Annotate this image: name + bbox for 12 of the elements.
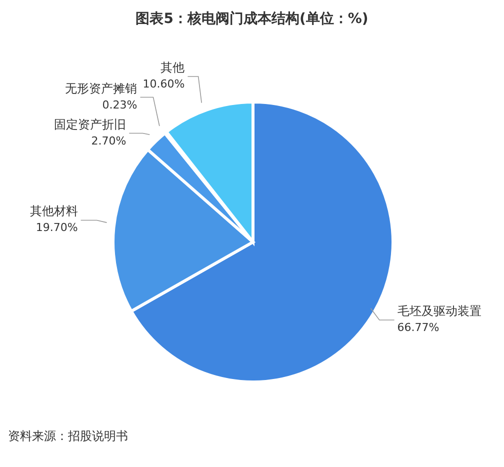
chart-title: 图表5：核电阀门成本结构(单位：%) xyxy=(134,10,370,28)
data-label: 19.70% xyxy=(36,221,78,234)
slice-label: 无形资产摊销 xyxy=(65,81,138,96)
slice-label: 其他材料 xyxy=(30,204,78,218)
data-label: 66.77% xyxy=(397,320,440,334)
data-label: 0.23% xyxy=(102,98,138,112)
text: 资料来源：招股说明书 xyxy=(8,428,128,445)
data-label: 10.60% xyxy=(142,78,185,91)
data-label: 2.70% xyxy=(91,134,126,148)
slice-label: 固定资产折旧 xyxy=(54,117,126,132)
slice-label: 其他 xyxy=(160,60,185,75)
slice-label: 毛坯及驱动装置 xyxy=(397,304,482,318)
